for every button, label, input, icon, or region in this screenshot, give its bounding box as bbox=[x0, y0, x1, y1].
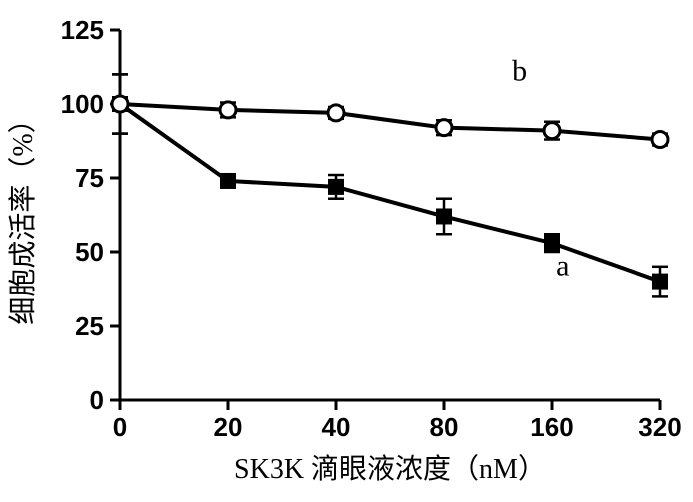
marker-square-icon bbox=[221, 174, 235, 188]
x-tick-label: 80 bbox=[430, 412, 459, 442]
y-tick-label: 75 bbox=[75, 163, 104, 193]
marker-circle-icon bbox=[328, 105, 344, 121]
marker-circle-icon bbox=[652, 132, 668, 148]
x-tick-label: 40 bbox=[322, 412, 351, 442]
y-tick-label: 25 bbox=[75, 311, 104, 341]
x-tick-label: 320 bbox=[638, 412, 681, 442]
marker-circle-icon bbox=[436, 120, 452, 136]
marker-circle-icon bbox=[112, 96, 128, 112]
x-axis-title: SK3K 滴眼液浓度（nM） bbox=[234, 453, 546, 485]
marker-square-icon bbox=[329, 180, 343, 194]
series-label-b: b bbox=[512, 54, 527, 87]
marker-circle-icon bbox=[544, 123, 560, 139]
x-tick-label: 160 bbox=[530, 412, 573, 442]
x-tick-label: 20 bbox=[214, 412, 243, 442]
chart-svg: 0 25 50 75 100 125 0 20 40 80 160 320 SK3K 滴眼液浓度（nM）… bbox=[0, 0, 693, 502]
y-tick-label: 0 bbox=[90, 385, 104, 415]
chart-container: 0 25 50 75 100 125 0 20 40 80 160 320 SK3K 滴眼液浓度（nM）… bbox=[0, 0, 693, 502]
y-axis-title: 细胞成活率（%） bbox=[7, 105, 39, 324]
y-tick-label: 100 bbox=[61, 89, 104, 119]
y-tick-label: 50 bbox=[75, 237, 104, 267]
marker-square-icon bbox=[653, 275, 667, 289]
marker-square-icon bbox=[545, 236, 559, 250]
x-tick-label: 0 bbox=[113, 412, 127, 442]
marker-square-icon bbox=[437, 209, 451, 223]
series-label-a: a bbox=[556, 250, 569, 283]
y-tick-label: 125 bbox=[61, 15, 104, 45]
series-line-a bbox=[120, 104, 660, 282]
marker-circle-icon bbox=[220, 102, 236, 118]
series-line-b bbox=[120, 104, 660, 140]
